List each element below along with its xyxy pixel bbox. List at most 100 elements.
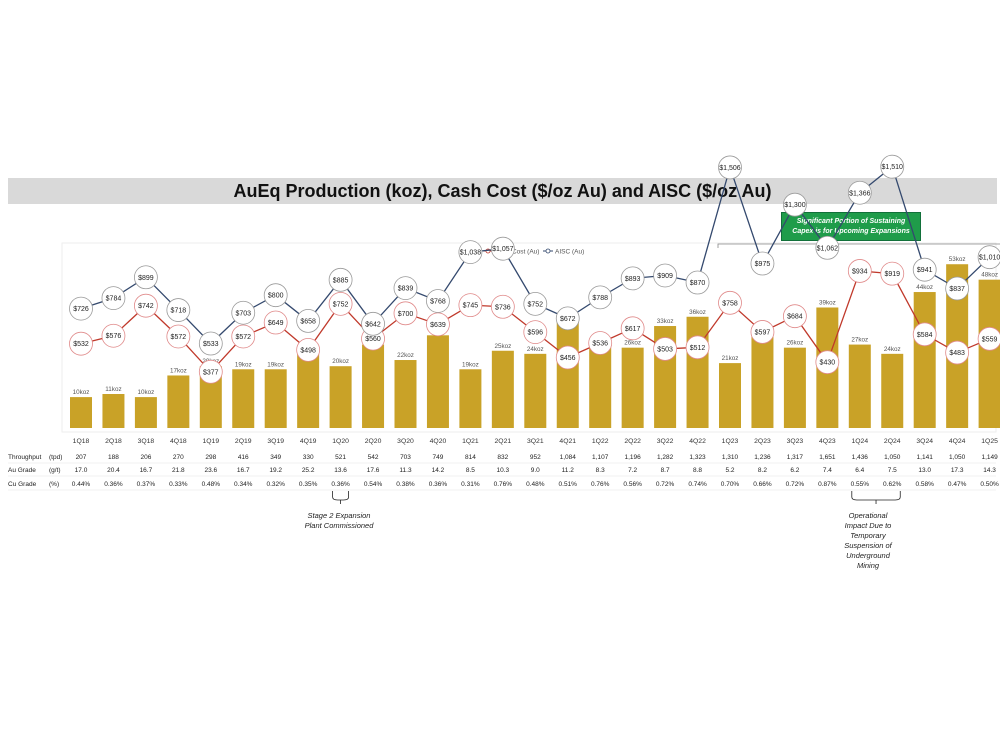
aisc-value-label: $1,010	[979, 255, 1000, 262]
cash-cost-point	[718, 290, 742, 315]
cu-grade-cell: 0.66%	[753, 481, 772, 488]
aisc-value-label: $975	[755, 261, 771, 268]
category-tick-label: 1Q20	[332, 438, 349, 445]
chart-title-bar: AuEq Production (koz), Cash Cost ($/oz A…	[8, 178, 997, 204]
throughput-cell: 270	[173, 454, 184, 461]
production-label: 24koz	[884, 346, 901, 353]
cash-cost-point	[133, 293, 158, 318]
production-label: 24koz	[527, 346, 544, 353]
chart-title: AuEq Production (koz), Cash Cost ($/oz A…	[233, 181, 772, 201]
cu-grade-cell: 0.54%	[364, 481, 383, 488]
au-grade-cell: 13.0	[918, 467, 931, 474]
aisc-value-label: $1,510	[882, 164, 904, 171]
cu-grade-cell: 0.55%	[851, 481, 870, 488]
au-grade-cell: 8.5	[466, 467, 475, 474]
production-bar	[783, 347, 806, 428]
aisc-value-label: $909	[657, 273, 673, 280]
cu-grade-cell: 0.36%	[331, 481, 350, 488]
au-grade-cell: 9.0	[531, 467, 540, 474]
au-grade-cell: 8.7	[661, 467, 670, 474]
au-grade-cell: 14.2	[432, 467, 445, 474]
cash-cost-point	[620, 316, 645, 341]
cu-grade-cell: 0.74%	[688, 481, 707, 488]
production-label: 19koz	[235, 361, 252, 368]
aisc-point	[426, 289, 450, 313]
throughput-row-label: Throughput	[8, 454, 41, 461]
category-tick-label: 2Q19	[235, 438, 252, 445]
cash-cost-value-label: $483	[949, 350, 965, 357]
cash-cost-value-label: $498	[300, 347, 316, 354]
cash-cost-value-label: $597	[755, 329, 771, 336]
aisc-point	[718, 155, 742, 180]
production-bar	[621, 347, 644, 428]
cu-grade-cell: 0.47%	[948, 481, 967, 488]
category-tick-label: 2Q18	[105, 438, 122, 445]
cu-grade-cell: 0.72%	[786, 481, 805, 488]
cash-cost-point	[166, 324, 191, 349]
au-grade-cell: 23.6	[204, 467, 217, 474]
ops-note-line-6: Mining	[856, 561, 880, 570]
production-label: 25koz	[494, 343, 511, 350]
throughput-cell: 542	[368, 454, 379, 461]
cu-grade-cell: 0.48%	[202, 481, 221, 488]
category-tick-label: 2Q21	[495, 438, 512, 445]
throughput-cell: 1,050	[884, 454, 901, 461]
category-tick-label: 3Q20	[397, 438, 414, 445]
aisc-value-label: $837	[949, 286, 965, 293]
cash-cost-value-label: $934	[852, 268, 868, 275]
au-grade-cell: 20.4	[107, 467, 120, 474]
cash-cost-point	[912, 322, 937, 347]
cu-grade-cell: 0.56%	[623, 481, 642, 488]
aisc-point	[588, 285, 613, 310]
cash-cost-value-label: $649	[268, 320, 284, 327]
aisc-point	[847, 180, 872, 205]
throughput-cell: 1,107	[592, 454, 609, 461]
cu-grade-cell: 0.76%	[494, 481, 513, 488]
cash-cost-value-label: $532	[73, 341, 89, 348]
production-bar	[167, 375, 190, 428]
throughput-cell: 349	[270, 454, 281, 461]
production-label: 26koz	[786, 340, 803, 347]
cash-cost-point	[523, 320, 548, 345]
aisc-point	[328, 267, 353, 292]
production-bar	[751, 332, 774, 428]
cu-grade-cell: 0.70%	[721, 481, 740, 488]
category-tick-label: 1Q23	[722, 438, 739, 445]
cash-cost-value-label: $684	[787, 314, 803, 321]
aisc-point	[198, 331, 223, 356]
cu-grade-cell: 0.36%	[104, 481, 123, 488]
category-tick-label: 1Q25	[981, 438, 998, 445]
cu-grade-row-label: Cu Grade	[8, 481, 37, 488]
au-grade-cell: 17.3	[951, 467, 964, 474]
throughput-cell: 1,651	[819, 454, 836, 461]
aisc-value-label: $941	[917, 267, 933, 274]
throughput-cell: 1,282	[657, 454, 674, 461]
cash-cost-value-label: $512	[690, 345, 706, 352]
aisc-point	[555, 306, 580, 331]
cash-cost-value-label: $559	[982, 336, 998, 343]
cash-cost-point	[490, 294, 515, 319]
cu-grade-cell: 0.72%	[656, 481, 675, 488]
category-tick-label: 1Q22	[592, 438, 609, 445]
production-label: 53koz	[949, 256, 966, 263]
category-tick-label: 4Q24	[949, 438, 966, 445]
aisc-value-label: $784	[106, 296, 122, 303]
production-bar	[102, 394, 125, 428]
cash-cost-point	[296, 337, 321, 362]
operational-impact-note: Operational Impact Due to Temporary Susp…	[826, 511, 910, 571]
throughput-cell: 1,050	[949, 454, 966, 461]
aisc-value-label: $1,366	[849, 190, 871, 197]
production-bar	[719, 363, 741, 428]
aisc-point	[815, 235, 840, 260]
category-tick-label: 2Q24	[884, 438, 901, 445]
cu-grade-cell: 0.48%	[526, 481, 545, 488]
legend-aisc-marker	[545, 248, 551, 254]
callout-bracket	[717, 243, 1000, 248]
category-tick-label: 3Q23	[787, 438, 804, 445]
cash-cost-value-label: $377	[203, 369, 219, 376]
cash-cost-point	[393, 301, 418, 326]
production-bar	[848, 344, 871, 428]
legend-cash-cost-label: Cash Cost (Au)	[495, 249, 539, 256]
aisc-point	[458, 240, 483, 265]
production-label: 21koz	[722, 355, 739, 362]
